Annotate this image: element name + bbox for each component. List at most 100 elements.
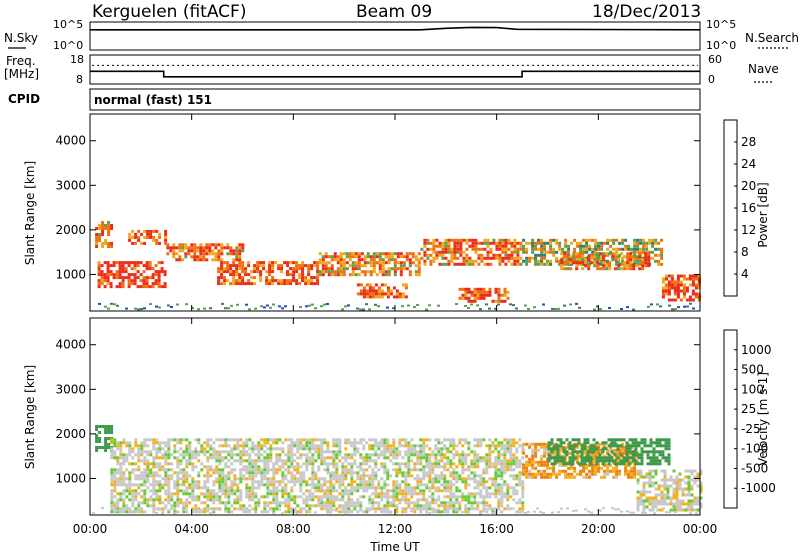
heatmap-cell (269, 456, 273, 460)
heatmap-cell (446, 489, 450, 493)
heatmap-cell (473, 465, 477, 469)
heatmap-cell (110, 431, 114, 434)
heatmap-cell (248, 462, 252, 466)
heatmap-cell (691, 292, 695, 296)
heatmap-cell (506, 498, 510, 502)
heatmap-cell (194, 507, 197, 510)
heatmap-cell (307, 273, 311, 277)
heatmap-cell (220, 258, 224, 262)
heatmap-cell (139, 279, 143, 283)
heatmap-cell (157, 285, 161, 289)
heatmap-cell (473, 459, 477, 463)
heatmap-cell (444, 241, 448, 245)
heatmap-cell (631, 441, 635, 445)
heatmap-cell (473, 456, 477, 460)
heatmap-cell (98, 440, 102, 443)
heatmap-cell (468, 259, 472, 263)
heatmap-cell (318, 252, 322, 256)
heatmap-cell (344, 441, 348, 445)
heatmap-cell (399, 255, 403, 259)
heatmap-cell (167, 483, 171, 487)
heatmap-cell (647, 261, 651, 265)
heatmap-cell (482, 456, 486, 460)
heatmap-cell (230, 304, 233, 307)
heatmap-cell (374, 450, 378, 454)
heatmap-cell (485, 480, 489, 484)
heatmap-cell (558, 472, 562, 476)
heatmap-cell (95, 434, 99, 437)
heatmap-cell (642, 238, 646, 242)
heatmap-cell (386, 438, 390, 442)
heatmap-cell (314, 483, 318, 487)
heatmap-cell (497, 450, 501, 454)
heatmap-cell (423, 250, 427, 254)
heatmap-cell (166, 252, 170, 256)
heatmap-cell (407, 447, 411, 451)
heatmap-cell (626, 258, 630, 262)
heatmap-cell (522, 448, 526, 452)
heatmap-cell (383, 447, 387, 451)
heatmap-cell (672, 505, 676, 509)
heatmap-cell (95, 236, 99, 239)
heatmap-cell (199, 246, 203, 250)
heatmap-cell (194, 495, 198, 499)
heatmap-cell (533, 306, 536, 309)
heatmap-cell (686, 507, 689, 509)
heatmap-cell (292, 267, 296, 271)
heatmap-cell (522, 463, 526, 467)
heatmap-cell (438, 262, 442, 266)
station-title: Kerguelen (fitACF) (92, 2, 246, 22)
heatmap-cell (182, 510, 186, 514)
heatmap-cell (387, 267, 391, 271)
heatmap-cell (232, 258, 236, 262)
heatmap-cell (305, 462, 309, 466)
heatmap-cell (417, 258, 421, 262)
heatmap-cell (494, 483, 498, 487)
heatmap-cell (166, 243, 170, 247)
heatmap-cell (170, 498, 174, 502)
heatmap-cell (218, 474, 222, 478)
heatmap-cell (368, 286, 372, 290)
heatmap-cell (281, 307, 284, 310)
heatmap-cell (482, 498, 486, 502)
heatmap-cell (401, 507, 405, 511)
heatmap-cell (283, 279, 287, 283)
heatmap-cell (553, 456, 557, 460)
heatmap-cell (404, 286, 408, 290)
heatmap-cell (95, 233, 99, 236)
heatmap-cell (146, 498, 150, 502)
heatmap-cell (531, 244, 535, 248)
heatmap-cell (169, 246, 173, 250)
heatmap-cell (381, 261, 385, 265)
heatmap-cell (437, 453, 441, 457)
heatmap-cell (572, 255, 576, 259)
heatmap-cell (233, 453, 237, 457)
heatmap-cell (371, 453, 375, 457)
heatmap-cell (311, 459, 315, 463)
heatmap-cell (272, 447, 276, 451)
heatmap-cell (639, 259, 643, 263)
heatmap-cell (467, 468, 471, 472)
heatmap-cell (209, 507, 213, 511)
heatmap-cell (221, 492, 225, 496)
heatmap-cell (182, 453, 186, 457)
heatmap-cell (232, 270, 236, 274)
heatmap-cell (95, 239, 99, 242)
heatmap-cell (330, 258, 334, 262)
heatmap-cell (107, 242, 111, 245)
heatmap-cell (298, 267, 302, 271)
heatmap-cell (275, 486, 279, 490)
heatmap-cell (479, 480, 483, 484)
heatmap-cell (200, 486, 204, 490)
heatmap-cell (238, 243, 242, 247)
heatmap-cell (377, 289, 381, 293)
heatmap-cell (564, 457, 568, 461)
heatmap-cell (218, 483, 222, 487)
heatmap-cell (304, 276, 308, 280)
heatmap-cell (283, 282, 287, 286)
heatmap-cell (389, 289, 393, 293)
heatmap-cell (543, 472, 547, 476)
nsky-series-line (90, 26, 701, 31)
heatmap-cell (316, 273, 320, 277)
heatmap-cell (528, 241, 532, 245)
